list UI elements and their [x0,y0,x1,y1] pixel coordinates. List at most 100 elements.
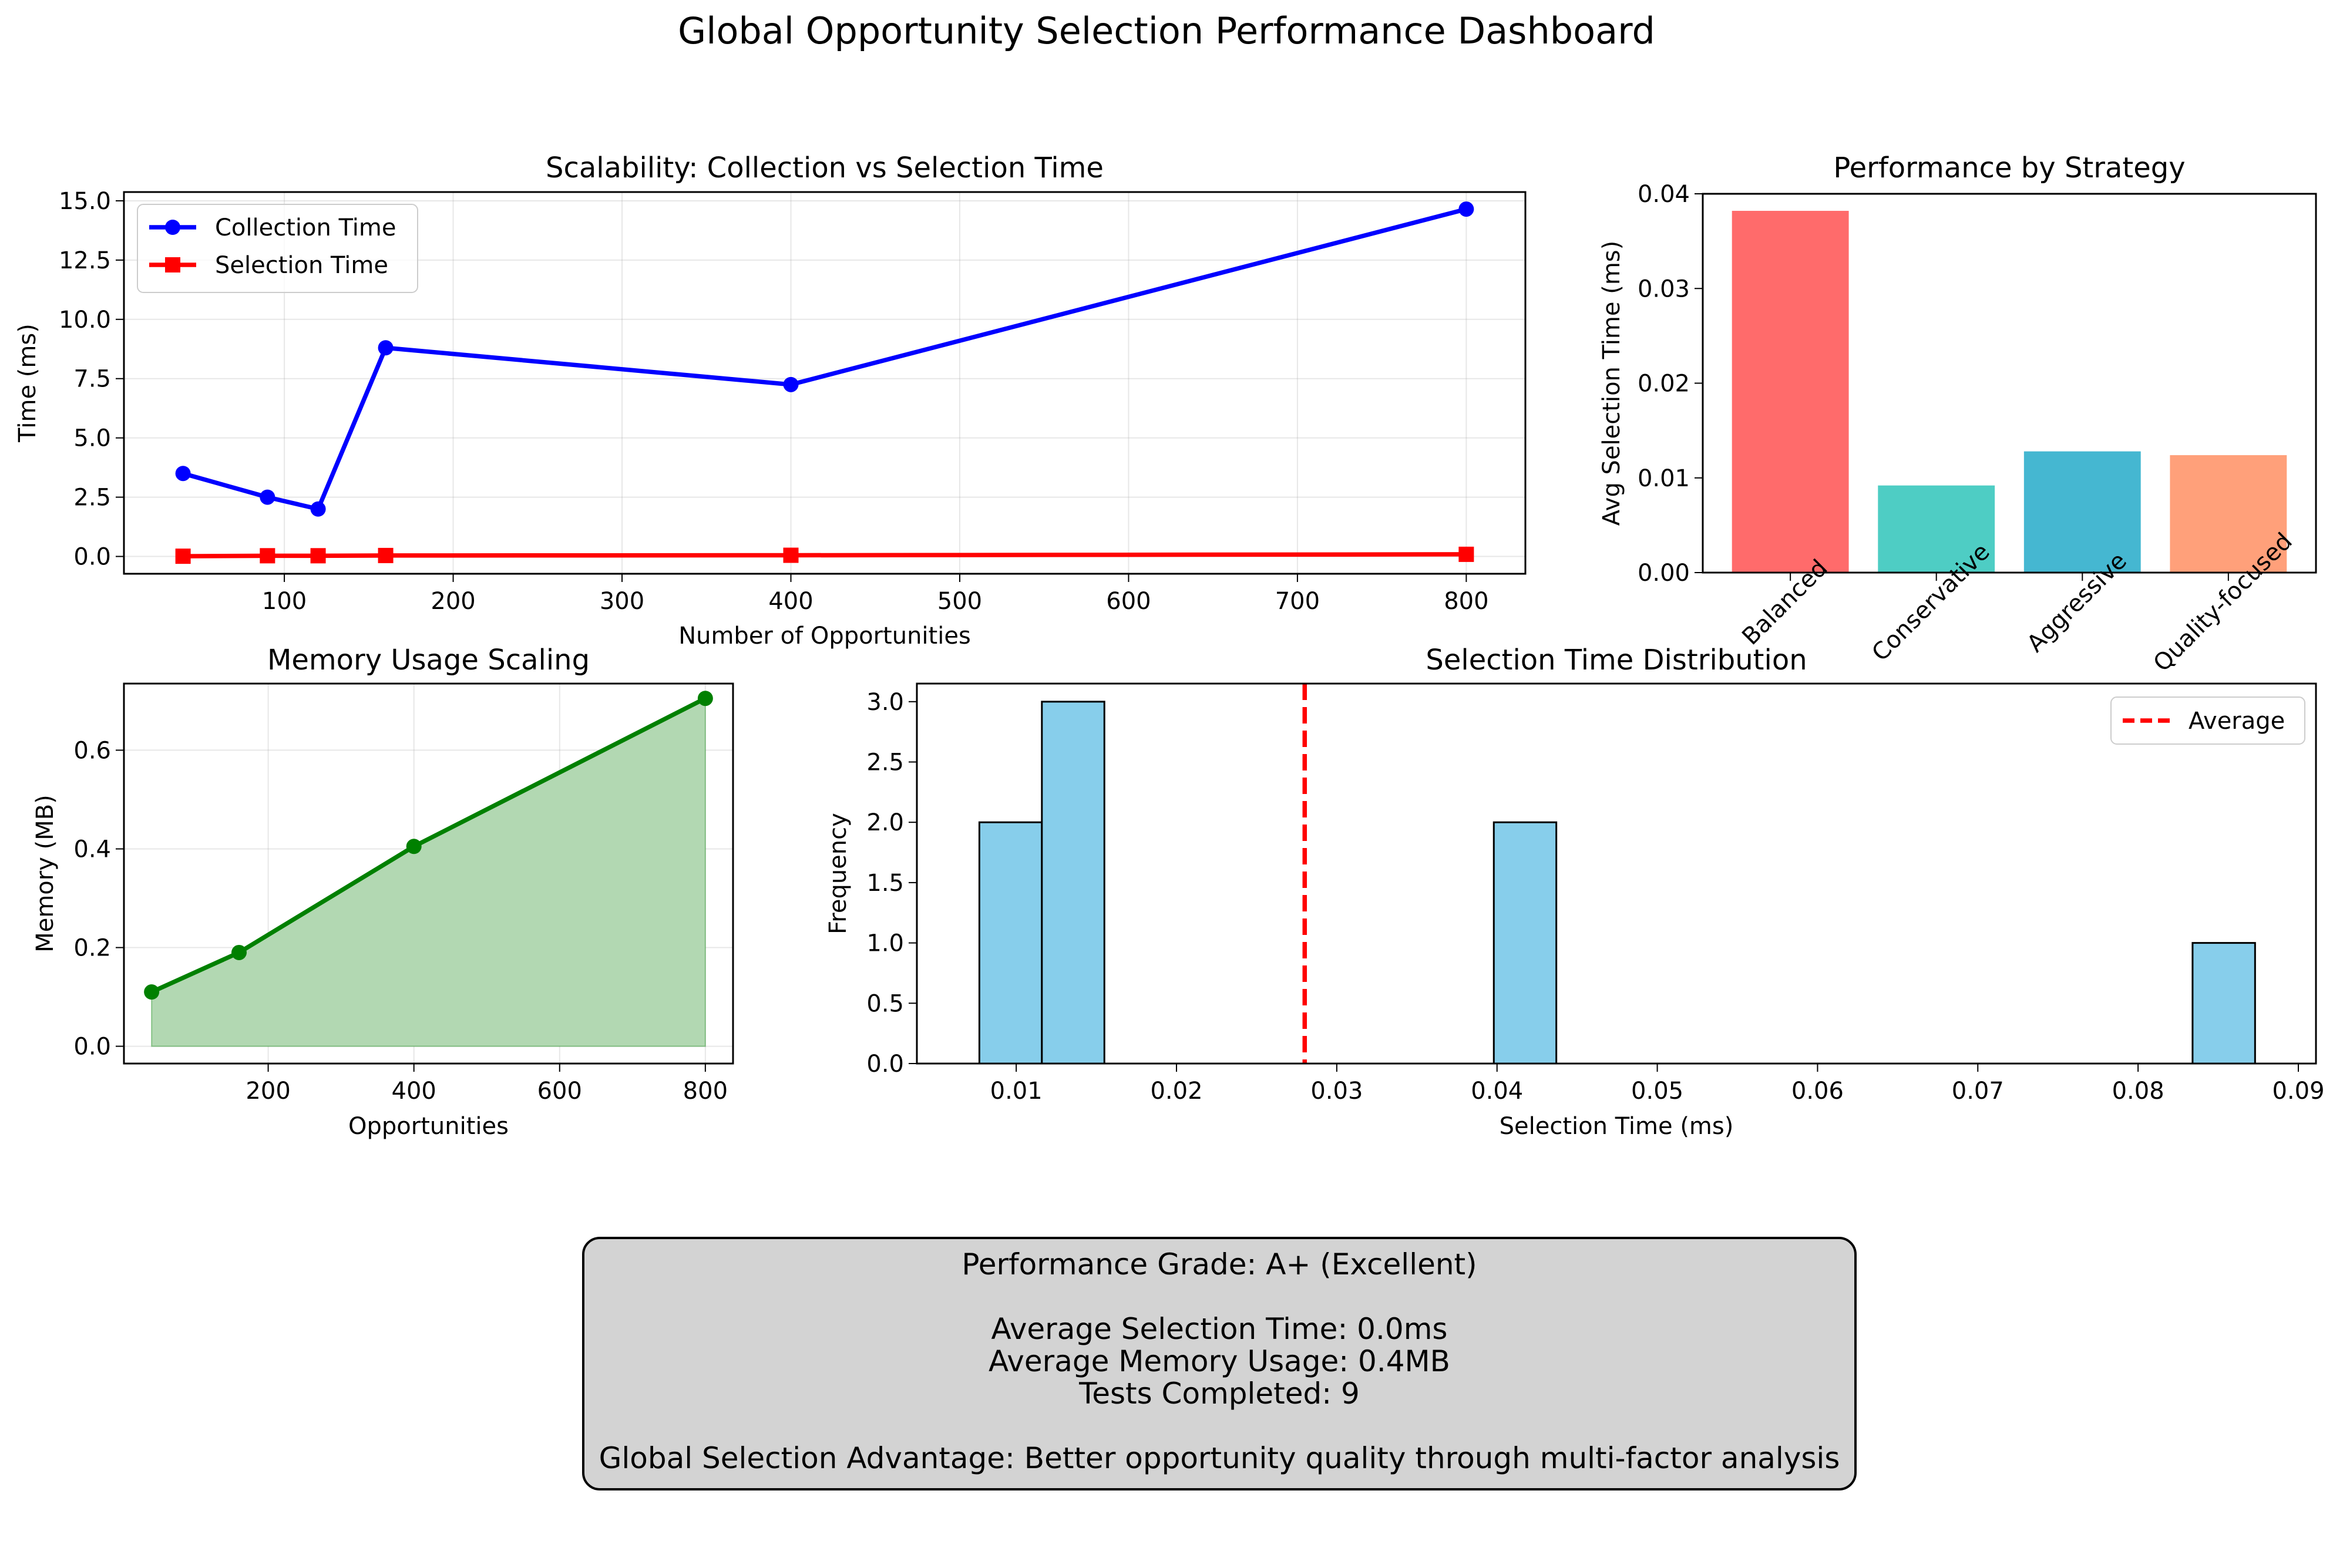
distribution-y-tick-label: 1.5 [866,870,904,897]
legend-entry-1: Selection Time [215,252,388,279]
scalability-y-tick-label: 12.5 [59,247,111,274]
memory-x-tick-label: 400 [392,1078,436,1105]
scalability-y-tick-label: 7.5 [73,366,111,393]
distribution-x-tick-label: 0.05 [1631,1078,1683,1105]
scalability-y-tick-label: 0.0 [73,544,111,571]
tests-completed: Tests Completed: 9 [1079,1377,1360,1411]
summary-spacer [584,1410,1854,1442]
distribution-title: Selection Time Distribution [1426,644,1807,677]
memory-ylabel: Memory (MB) [32,795,59,953]
scalability-y-tick-label: 15.0 [59,188,111,215]
distribution-legend [2110,696,2305,745]
memory-y-tick-label: 0.2 [73,935,111,962]
scalability-y-tick-label: 10.0 [59,307,111,334]
scalability-x-tick-label: 500 [937,588,982,615]
histogram-bar [2191,942,2256,1065]
distribution-y-tick-label: 2.5 [866,749,904,776]
strategy-y-tick-label: 0.04 [1638,181,1690,208]
series-point-0 [175,466,191,482]
legend-average-label: Average [2189,708,2285,735]
memory-y-tick-label: 0.6 [73,737,111,764]
distribution-x-tick-label: 0.04 [1471,1078,1523,1105]
series-point-1 [310,548,326,564]
memory-title: Memory Usage Scaling [267,644,590,677]
scalability-x-tick-label: 200 [431,588,475,615]
memory-xlabel: Opportunities [348,1113,509,1140]
series-point-1 [1458,546,1474,562]
distribution-x-tick-label: 0.06 [1791,1078,1844,1105]
strategy-ylabel: Avg Selection Time (ms) [1598,241,1625,526]
scalability-x-tick-label: 600 [1106,588,1151,615]
scalability-y-tick-label: 2.5 [73,484,111,512]
series-line-0 [182,207,1467,512]
series-point-1 [175,549,191,564]
legend-entry-0: Collection Time [215,214,396,241]
scalability-ylabel: Time (ms) [14,324,41,443]
scalability-x-tick-label: 700 [1275,588,1320,615]
memory-point [697,691,713,706]
strategy-bar [2023,451,2141,573]
histogram-bar [978,821,1043,1065]
distribution-y-tick-label: 3.0 [866,689,904,716]
memory-point [231,944,247,960]
strategy-bar [1878,485,1995,573]
memory-x-tick-label: 800 [683,1078,728,1105]
scalability-x-tick-label: 800 [1444,588,1488,615]
histogram-bar [1492,821,1558,1065]
average-selection-time: Average Selection Time: 0.0ms [991,1312,1448,1346]
distribution-y-tick-label: 1.0 [866,930,904,957]
series-point-0 [260,489,275,505]
distribution-y-tick-label: 2.0 [866,809,904,836]
legend-swatch-marker [165,220,180,235]
distribution-x-tick-label: 0.02 [1150,1078,1202,1105]
histogram-bar [1041,701,1105,1065]
strategy-y-tick-label: 0.02 [1638,371,1690,398]
scalability-title: Scalability: Collection vs Selection Tim… [546,152,1104,184]
distribution-x-tick-label: 0.09 [2272,1078,2324,1105]
memory-line [150,696,707,994]
strategy-y-tick-label: 0.03 [1638,275,1690,302]
average-memory-usage: Average Memory Usage: 0.4MB [989,1344,1450,1378]
distribution-xlabel: Selection Time (ms) [1500,1113,1734,1140]
strategy-title: Performance by Strategy [1833,152,2185,184]
series-point-0 [310,501,326,517]
memory-x-tick-label: 600 [537,1078,582,1105]
series-point-0 [783,376,799,392]
strategy-y-tick-label: 0.00 [1638,560,1690,587]
legend-swatch-marker [165,257,180,272]
performance-summary-box: Performance Grade: A+ (Excellent) Averag… [582,1237,1857,1490]
strategy-axes-frame [1702,193,2317,574]
series-point-0 [378,340,394,356]
strategy-bar [1732,211,1849,573]
scalability-legend [137,204,418,293]
distribution-y-tick-label: 0.0 [866,1051,904,1078]
strategy-y-tick-label: 0.01 [1638,465,1690,492]
scalability-xlabel: Number of Opportunities [678,623,971,650]
performance-grade: Performance Grade: A+ (Excellent) [962,1247,1477,1281]
scalability-axes-frame [123,191,1527,575]
scalability-x-tick-label: 300 [600,588,644,615]
series-line-1 [183,552,1467,558]
series-point-0 [1458,201,1474,217]
summary-spacer [584,1281,1854,1313]
figure-title: Global Opportunity Selection Performance… [678,9,1655,52]
memory-axes-frame [123,682,734,1065]
selection-advantage: Global Selection Advantage: Better oppor… [599,1441,1840,1475]
distribution-ylabel: Frequency [825,813,852,934]
series-point-1 [783,547,799,563]
memory-point [406,839,422,854]
scalability-x-tick-label: 100 [262,588,307,615]
memory-point [144,984,160,1000]
memory-x-tick-label: 200 [246,1078,290,1105]
strategy-bar [2170,455,2287,573]
series-point-1 [260,548,275,564]
series-point-1 [378,547,394,563]
distribution-x-tick-label: 0.01 [990,1078,1043,1105]
scalability-x-tick-label: 400 [768,588,813,615]
memory-y-tick-label: 0.0 [73,1034,111,1061]
distribution-x-tick-label: 0.03 [1310,1078,1363,1105]
scalability-y-tick-label: 5.0 [73,425,111,452]
memory-y-tick-label: 0.4 [73,836,111,863]
distribution-x-tick-label: 0.08 [2112,1078,2164,1105]
distribution-x-tick-label: 0.07 [1952,1078,2004,1105]
